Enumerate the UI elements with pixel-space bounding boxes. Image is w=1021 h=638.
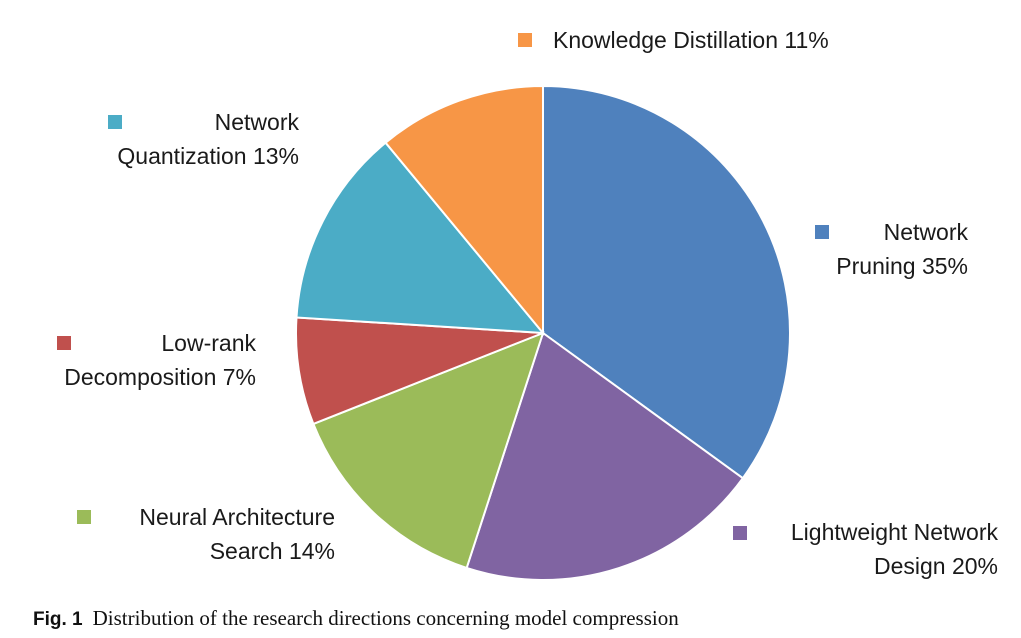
pie-slices: [295, 84, 792, 581]
pie-label-text: Design 20%: [874, 553, 998, 579]
pie-labels: Network Pruning 35% Lightweight Network Des…: [57, 27, 998, 579]
pie-label-text: Quantization 13%: [117, 143, 299, 169]
figure-caption: Fig. 1 Distribution of the research direc…: [33, 606, 1013, 631]
pie-slice-network-pruning: [542, 84, 792, 480]
pie-label-text: Neural Architecture: [139, 504, 335, 530]
pie-label-text: Decomposition 7%: [64, 364, 256, 390]
pie-label-text: Network: [884, 219, 969, 245]
pie-label-knowledge-distillation: Knowledge Distillation 11%: [518, 27, 829, 53]
pie-slice-low-rank-decomposition: [295, 316, 544, 426]
pie-label-network-quantization: Network Quantization 13%: [108, 109, 299, 169]
legend-swatch: [518, 33, 532, 47]
pie-slice-lightweight-network-design: [465, 331, 745, 581]
pie-label-text: Knowledge Distillation 11%: [553, 27, 829, 53]
pie-label-neural-architecture-search: Neural Architecture Search 14%: [77, 504, 335, 564]
pie-slice-network-quantization: [295, 141, 546, 335]
pie-label-text: Network: [215, 109, 300, 135]
pie-slice-neural-architecture-search: [312, 331, 545, 570]
pie-label-text: Low-rank: [161, 330, 256, 356]
pie-label-text: Lightweight Network: [791, 519, 999, 545]
legend-swatch: [57, 336, 71, 350]
pie-label-low-rank-decomposition: Low-rank Decomposition 7%: [57, 330, 256, 390]
legend-swatch: [733, 526, 747, 540]
legend-swatch: [815, 225, 829, 239]
legend-swatch: [108, 115, 122, 129]
pie-label-lightweight-network-design: Lightweight Network Design 20%: [733, 519, 998, 579]
figure-number: Fig. 1: [33, 609, 83, 630]
pie-label-text: Search 14%: [210, 538, 335, 564]
pie-label-network-pruning: Network Pruning 35%: [815, 219, 968, 279]
figure-caption-text: Distribution of the research directions …: [92, 606, 679, 630]
pie-chart: Network Pruning 35% Lightweight Network Des…: [57, 27, 998, 581]
pie-label-text: Pruning 35%: [836, 253, 968, 279]
pie-slice-knowledge-distillation: [384, 84, 544, 336]
legend-swatch: [77, 510, 91, 524]
